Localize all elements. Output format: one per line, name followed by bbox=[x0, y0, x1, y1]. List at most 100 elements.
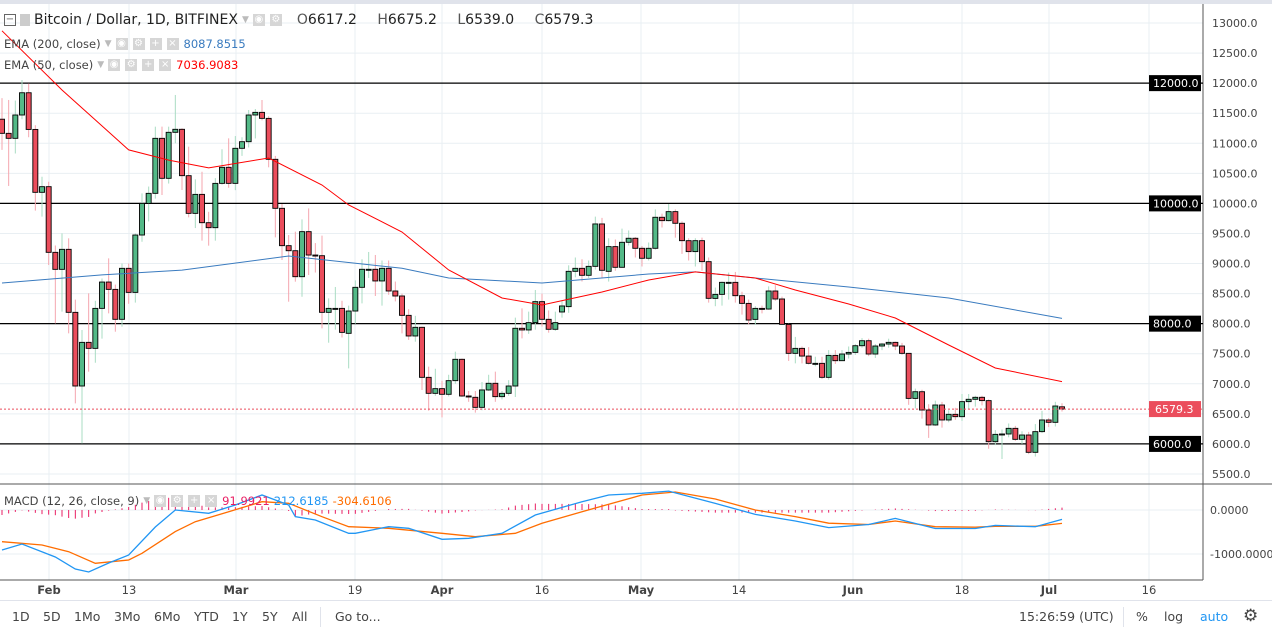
time-tick-label: Feb bbox=[37, 583, 60, 597]
low-label: L bbox=[457, 12, 466, 28]
candle-down bbox=[545, 318, 552, 330]
candle-up bbox=[999, 433, 1005, 436]
candle-up bbox=[965, 398, 972, 403]
range-5y-button[interactable]: 5Y bbox=[262, 609, 278, 624]
candle-up bbox=[212, 182, 219, 229]
candle-down bbox=[419, 326, 425, 378]
price-tick-label: 11000.0 bbox=[1212, 137, 1258, 150]
candle-up bbox=[165, 131, 172, 179]
range-1mo-button[interactable]: 1Mo bbox=[74, 609, 101, 624]
range-1y-button[interactable]: 1Y bbox=[232, 609, 248, 624]
candle-up bbox=[219, 166, 225, 184]
chevron-down-icon[interactable]: ▼ bbox=[143, 496, 151, 506]
candle-up bbox=[992, 433, 999, 443]
close-icon[interactable]: × bbox=[205, 495, 218, 507]
eye-icon[interactable]: ◉ bbox=[252, 14, 265, 26]
candle-down bbox=[579, 267, 585, 276]
candle-up bbox=[825, 354, 832, 378]
macd-label[interactable]: MACD (12, 26, close, 9) bbox=[4, 494, 140, 508]
price-tick-label: 12000.0 bbox=[1212, 77, 1258, 90]
candle-down bbox=[939, 404, 945, 421]
gear-icon[interactable]: ⚙ bbox=[132, 38, 145, 50]
plus-icon[interactable]: + bbox=[149, 38, 162, 50]
flag-icon[interactable] bbox=[20, 14, 30, 26]
close-icon[interactable]: × bbox=[166, 38, 179, 50]
plus-icon[interactable]: + bbox=[188, 495, 201, 507]
candle-down bbox=[305, 231, 312, 256]
log-toggle[interactable]: log bbox=[1164, 609, 1184, 624]
candle-down bbox=[125, 267, 132, 293]
goto-button[interactable]: Go to... bbox=[335, 609, 381, 624]
chevron-down-icon[interactable]: ▼ bbox=[97, 60, 105, 70]
percent-toggle[interactable]: % bbox=[1136, 609, 1148, 624]
candle-down bbox=[679, 222, 685, 242]
candle-up bbox=[119, 267, 125, 320]
symbol-title[interactable]: Bitcoin / Dollar, 1D, BITFINEX bbox=[34, 12, 238, 28]
candle-up bbox=[445, 380, 452, 395]
gear-icon[interactable]: ⚙ bbox=[1243, 606, 1259, 626]
candle-down bbox=[265, 117, 272, 160]
time-tick-label: May bbox=[628, 583, 655, 597]
candle-up bbox=[1052, 405, 1059, 423]
range-5d-button[interactable]: 5D bbox=[43, 609, 61, 624]
price-chart[interactable]: 13000.0 12500.0 12000.0 11500.0 11000.0 10500… bbox=[0, 0, 1272, 600]
ema200-label[interactable]: EMA (200, close) bbox=[4, 37, 101, 51]
ema50-label[interactable]: EMA (50, close) bbox=[4, 58, 94, 72]
chevron-down-icon[interactable]: ▼ bbox=[241, 15, 249, 25]
plus-icon[interactable]: + bbox=[142, 59, 155, 71]
gear-icon[interactable]: ⚙ bbox=[125, 59, 138, 71]
candle-up bbox=[232, 147, 239, 184]
range-3mo-button[interactable]: 3Mo bbox=[114, 609, 141, 624]
candle-down bbox=[179, 128, 185, 177]
candle-up bbox=[565, 270, 572, 308]
candle-down bbox=[632, 237, 639, 249]
range-6mo-button[interactable]: 6Mo bbox=[154, 609, 181, 624]
candle-up bbox=[692, 240, 699, 253]
price-tick-label: 9000.0 bbox=[1212, 258, 1251, 271]
range-1d-button[interactable]: 1D bbox=[12, 609, 30, 624]
candle-up bbox=[332, 307, 339, 310]
price-tick-label: 6500.0 bbox=[1212, 408, 1251, 421]
candle-up bbox=[325, 307, 332, 313]
candle-down bbox=[0, 118, 5, 134]
gear-icon[interactable]: ⚙ bbox=[171, 495, 184, 507]
candle-up bbox=[932, 404, 939, 426]
candle-up bbox=[79, 341, 85, 387]
eye-icon[interactable]: ◉ bbox=[108, 59, 121, 71]
candle-down bbox=[272, 158, 279, 209]
candle-down bbox=[439, 388, 445, 395]
time-tick-label: Apr bbox=[431, 583, 454, 597]
candle-up bbox=[345, 310, 352, 334]
chevron-down-icon[interactable]: ▼ bbox=[104, 39, 112, 49]
macd-line-value: 212.6185 bbox=[273, 494, 329, 508]
time-tick-label: Jul bbox=[1040, 583, 1057, 597]
price-tick-label: 7500.0 bbox=[1212, 348, 1251, 361]
candle-up bbox=[1005, 427, 1012, 435]
candle-up bbox=[812, 362, 819, 365]
range-ytd-button[interactable]: YTD bbox=[194, 609, 219, 624]
time-tick-label: Mar bbox=[224, 583, 249, 597]
low-value: 6539.0 bbox=[465, 12, 515, 28]
close-icon[interactable]: × bbox=[159, 59, 172, 71]
macd-hist-value: 91.9921 bbox=[222, 494, 270, 508]
candle-down bbox=[472, 396, 479, 408]
candle-down bbox=[925, 409, 932, 426]
candle-down bbox=[685, 240, 692, 253]
collapse-icon[interactable]: − bbox=[4, 14, 16, 26]
candle-up bbox=[152, 137, 159, 194]
eye-icon[interactable]: ◉ bbox=[154, 495, 167, 507]
clock-time[interactable]: 15:26:59 (UTC) bbox=[1019, 609, 1114, 624]
open-value: 6617.2 bbox=[307, 12, 357, 28]
gear-icon[interactable]: ⚙ bbox=[269, 14, 282, 26]
candle-down bbox=[5, 132, 12, 139]
candle-down bbox=[832, 354, 839, 362]
candle-up bbox=[359, 268, 365, 288]
auto-toggle[interactable]: auto bbox=[1200, 609, 1229, 624]
range-all-button[interactable]: All bbox=[292, 609, 308, 624]
candle-up bbox=[725, 281, 732, 284]
macd-tick-label: 0.0000 bbox=[1210, 504, 1249, 517]
eye-icon[interactable]: ◉ bbox=[115, 38, 128, 50]
candle-down bbox=[799, 347, 805, 357]
candle-up bbox=[252, 111, 259, 116]
level-label: 8000.0 bbox=[1153, 318, 1192, 331]
